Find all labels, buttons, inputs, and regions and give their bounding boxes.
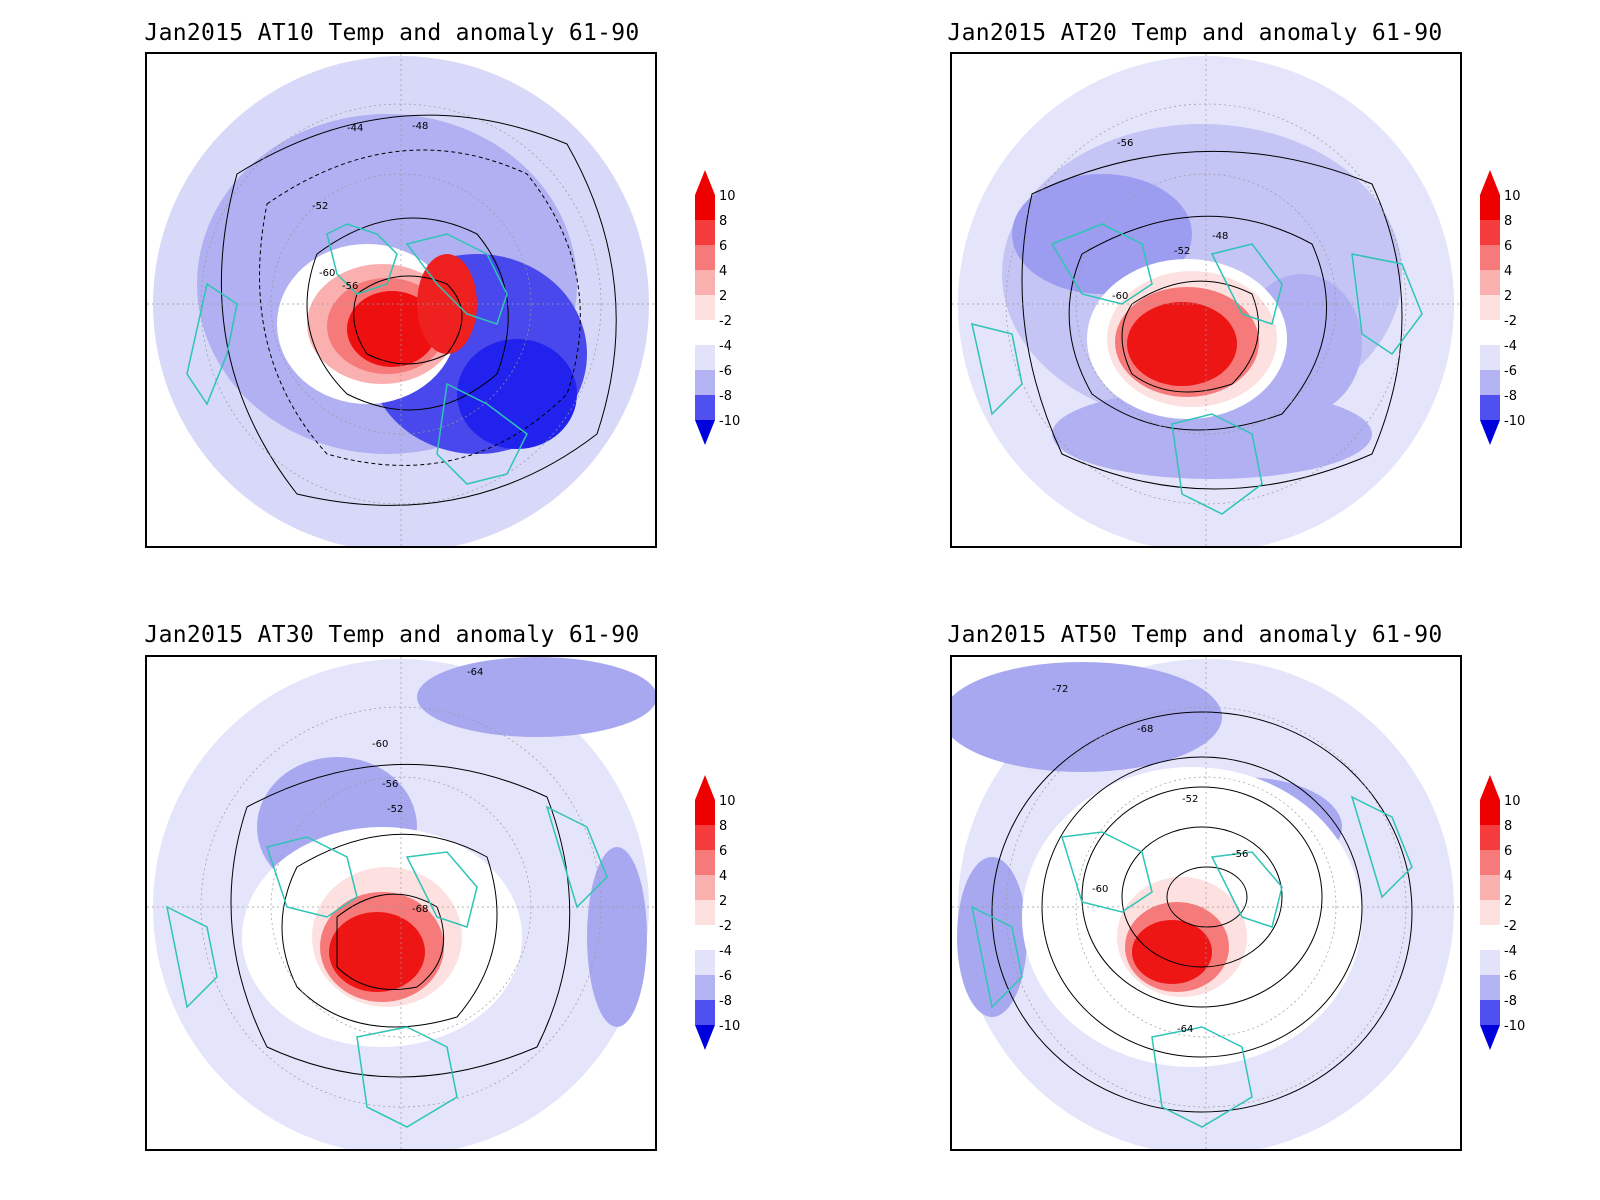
colorbar-label: -4 bbox=[719, 944, 732, 959]
colorbar-svg bbox=[1480, 775, 1500, 1050]
colorbar-label: -10 bbox=[719, 414, 741, 429]
contour-label: -48 bbox=[412, 121, 428, 132]
colorbar-label: -10 bbox=[1504, 414, 1526, 429]
colorbar-svg bbox=[1480, 170, 1500, 445]
colorbar-label: 4 bbox=[1504, 869, 1513, 884]
contour-label: -60 bbox=[372, 739, 388, 750]
contour-label: -68 bbox=[1137, 724, 1153, 735]
map-at30: -52 -56 -60 -64 -68 bbox=[145, 655, 657, 1151]
polar-map-at10: -44 -48 -52 -56 -60 bbox=[147, 54, 655, 546]
contour-label: -52 bbox=[312, 201, 328, 212]
colorbar-label: -4 bbox=[1504, 339, 1517, 354]
colorbar-label: 6 bbox=[719, 844, 728, 859]
contour-label: -56 bbox=[1117, 138, 1133, 149]
contour-label: -72 bbox=[1052, 684, 1068, 695]
contour-label: -64 bbox=[1177, 1024, 1193, 1035]
colorbar-label: 4 bbox=[719, 264, 728, 279]
contour-label: -52 bbox=[387, 804, 403, 815]
colorbar-at30: 10 8 6 4 2 -2 -4 -6 -8 -10 bbox=[695, 775, 755, 1055]
contour-label: -48 bbox=[1212, 231, 1228, 242]
contour-label: -60 bbox=[1112, 291, 1128, 302]
colorbar-label: 6 bbox=[1504, 239, 1513, 254]
colorbar-label: 10 bbox=[719, 189, 736, 204]
colorbar-label: 2 bbox=[719, 289, 728, 304]
colorbar-label: -10 bbox=[1504, 1019, 1526, 1034]
contour-label: -60 bbox=[319, 268, 335, 279]
colorbar-label: 4 bbox=[719, 869, 728, 884]
colorbar-label: -6 bbox=[1504, 364, 1517, 379]
colorbar-label: 2 bbox=[719, 894, 728, 909]
colorbar-label: 8 bbox=[719, 214, 728, 229]
contour-label: -56 bbox=[382, 779, 398, 790]
colorbar-label: 8 bbox=[719, 819, 728, 834]
colorbar-label: -6 bbox=[719, 969, 732, 984]
colorbar-label: 6 bbox=[1504, 844, 1513, 859]
colorbar-svg bbox=[695, 170, 715, 445]
colorbar-label: -4 bbox=[719, 339, 732, 354]
colorbar-label: -8 bbox=[1504, 389, 1517, 404]
colorbar-svg bbox=[695, 775, 715, 1050]
panel-title-at10: Jan2015 AT10 Temp and anomaly 61-90 bbox=[144, 20, 640, 46]
contour-label: -68 bbox=[412, 904, 428, 915]
panel-title-at30: Jan2015 AT30 Temp and anomaly 61-90 bbox=[144, 622, 640, 648]
panel-title-at20: Jan2015 AT20 Temp and anomaly 61-90 bbox=[947, 20, 1443, 46]
colorbar-label: 4 bbox=[1504, 264, 1513, 279]
colorbar-at50: 10 8 6 4 2 -2 -4 -6 -8 -10 bbox=[1480, 775, 1540, 1055]
colorbar-label: -2 bbox=[719, 919, 732, 934]
contour-label: -60 bbox=[1092, 884, 1108, 895]
panel-title-at50: Jan2015 AT50 Temp and anomaly 61-90 bbox=[947, 622, 1443, 648]
contour-label: -64 bbox=[467, 667, 483, 678]
colorbar-label: -8 bbox=[719, 994, 732, 1009]
contour-label: -56 bbox=[342, 281, 358, 292]
colorbar-label: -4 bbox=[1504, 944, 1517, 959]
colorbar-label: -2 bbox=[1504, 919, 1517, 934]
colorbar-label: 2 bbox=[1504, 894, 1513, 909]
colorbar-label: -6 bbox=[1504, 969, 1517, 984]
contour-label: -56 bbox=[1232, 849, 1248, 860]
colorbar-label: 10 bbox=[1504, 189, 1521, 204]
colorbar-label: 10 bbox=[719, 794, 736, 809]
colorbar-at20: 10 8 6 4 2 -2 -4 -6 -8 -10 bbox=[1480, 170, 1540, 450]
map-at50: -52 -56 -60 -64 -68 -72 bbox=[950, 655, 1462, 1151]
colorbar-label: 8 bbox=[1504, 819, 1513, 834]
contour-label: -44 bbox=[347, 123, 363, 134]
polar-map-at50: -52 -56 -60 -64 -68 -72 bbox=[952, 657, 1460, 1149]
colorbar-label: 6 bbox=[719, 239, 728, 254]
colorbar-label: -2 bbox=[1504, 314, 1517, 329]
colorbar-label: 8 bbox=[1504, 214, 1513, 229]
colorbar-label: 2 bbox=[1504, 289, 1513, 304]
map-at10: -44 -48 -52 -56 -60 bbox=[145, 52, 657, 548]
contour-label: -52 bbox=[1182, 794, 1198, 805]
polar-map-at20: -48 -52 -56 -60 bbox=[952, 54, 1460, 546]
map-at20: -48 -52 -56 -60 bbox=[950, 52, 1462, 548]
colorbar-label: -6 bbox=[719, 364, 732, 379]
colorbar-label: -2 bbox=[719, 314, 732, 329]
contour-label: -52 bbox=[1174, 246, 1190, 257]
colorbar-label: -8 bbox=[719, 389, 732, 404]
polar-map-at30: -52 -56 -60 -64 -68 bbox=[147, 657, 655, 1149]
colorbar-at10: 10 8 6 4 2 -2 -4 -6 -8 -10 bbox=[695, 170, 755, 450]
colorbar-label: -8 bbox=[1504, 994, 1517, 1009]
colorbar-label: 10 bbox=[1504, 794, 1521, 809]
colorbar-label: -10 bbox=[719, 1019, 741, 1034]
